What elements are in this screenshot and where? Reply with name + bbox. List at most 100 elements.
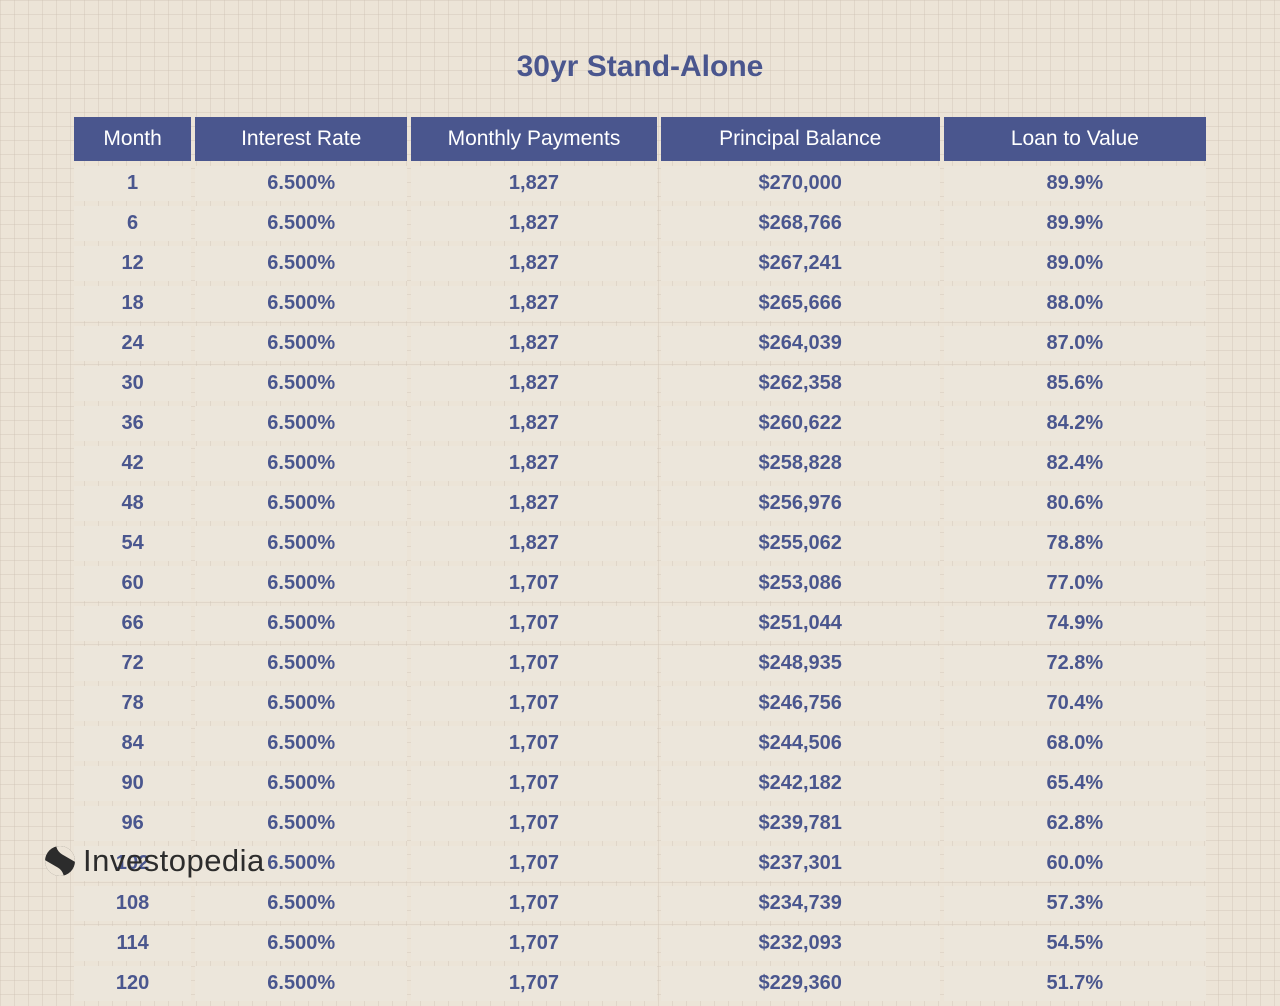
cell-ltv: 85.6% (944, 366, 1206, 401)
cell-rate: 6.500% (195, 406, 407, 441)
cell-rate: 6.500% (195, 366, 407, 401)
table-row: 1086.500%1,707$234,73957.3% (74, 886, 1206, 921)
cell-month: 84 (74, 726, 191, 761)
cell-month: 90 (74, 766, 191, 801)
cell-balance: $237,301 (661, 846, 940, 881)
table-row: 606.500%1,707$253,08677.0% (74, 566, 1206, 601)
cell-balance: $246,756 (661, 686, 940, 721)
cell-month: 30 (74, 366, 191, 401)
cell-month: 96 (74, 806, 191, 841)
brand-logo-icon (45, 846, 75, 876)
cell-rate: 6.500% (195, 726, 407, 761)
table-row: 126.500%1,827$267,24189.0% (74, 246, 1206, 281)
brand-logo-text: Investopedia (83, 843, 265, 879)
cell-ltv: 89.0% (944, 246, 1206, 281)
cell-rate: 6.500% (195, 646, 407, 681)
cell-ltv: 80.6% (944, 486, 1206, 521)
cell-month: 18 (74, 286, 191, 321)
cell-payment: 1,707 (411, 926, 657, 961)
cell-balance: $262,358 (661, 366, 940, 401)
cell-payment: 1,707 (411, 566, 657, 601)
brand-logo: Investopedia (45, 843, 265, 879)
cell-balance: $244,506 (661, 726, 940, 761)
cell-payment: 1,707 (411, 886, 657, 921)
table-row: 906.500%1,707$242,18265.4% (74, 766, 1206, 801)
cell-payment: 1,827 (411, 286, 657, 321)
cell-ltv: 60.0% (944, 846, 1206, 881)
cell-payment: 1,827 (411, 486, 657, 521)
cell-payment: 1,827 (411, 206, 657, 241)
cell-rate: 6.500% (195, 566, 407, 601)
cell-rate: 6.500% (195, 926, 407, 961)
cell-rate: 6.500% (195, 806, 407, 841)
cell-balance: $248,935 (661, 646, 940, 681)
cell-balance: $268,766 (661, 206, 940, 241)
cell-payment: 1,707 (411, 766, 657, 801)
col-header-balance: Principal Balance (661, 117, 940, 161)
cell-ltv: 72.8% (944, 646, 1206, 681)
cell-ltv: 51.7% (944, 966, 1206, 1001)
cell-month: 54 (74, 526, 191, 561)
table-row: 846.500%1,707$244,50668.0% (74, 726, 1206, 761)
cell-ltv: 65.4% (944, 766, 1206, 801)
cell-payment: 1,827 (411, 166, 657, 201)
cell-rate: 6.500% (195, 326, 407, 361)
table-row: 306.500%1,827$262,35885.6% (74, 366, 1206, 401)
cell-rate: 6.500% (195, 966, 407, 1001)
cell-rate: 6.500% (195, 886, 407, 921)
cell-ltv: 54.5% (944, 926, 1206, 961)
cell-balance: $242,182 (661, 766, 940, 801)
cell-month: 24 (74, 326, 191, 361)
table-row: 426.500%1,827$258,82882.4% (74, 446, 1206, 481)
cell-month: 66 (74, 606, 191, 641)
cell-rate: 6.500% (195, 686, 407, 721)
cell-balance: $264,039 (661, 326, 940, 361)
cell-rate: 6.500% (195, 246, 407, 281)
cell-payment: 1,707 (411, 806, 657, 841)
cell-ltv: 89.9% (944, 206, 1206, 241)
table-row: 66.500%1,827$268,76689.9% (74, 206, 1206, 241)
cell-ltv: 89.9% (944, 166, 1206, 201)
cell-payment: 1,827 (411, 406, 657, 441)
cell-month: 108 (74, 886, 191, 921)
col-header-payment: Monthly Payments (411, 117, 657, 161)
col-header-rate: Interest Rate (195, 117, 407, 161)
cell-payment: 1,707 (411, 606, 657, 641)
col-header-month: Month (74, 117, 191, 161)
cell-month: 6 (74, 206, 191, 241)
cell-balance: $232,093 (661, 926, 940, 961)
cell-month: 114 (74, 926, 191, 961)
cell-month: 78 (74, 686, 191, 721)
cell-balance: $239,781 (661, 806, 940, 841)
table-title: 30yr Stand-Alone (70, 50, 1210, 84)
cell-ltv: 84.2% (944, 406, 1206, 441)
table-row: 1206.500%1,707$229,36051.7% (74, 966, 1206, 1001)
cell-ltv: 74.9% (944, 606, 1206, 641)
cell-month: 60 (74, 566, 191, 601)
cell-ltv: 82.4% (944, 446, 1206, 481)
cell-rate: 6.500% (195, 606, 407, 641)
cell-ltv: 87.0% (944, 326, 1206, 361)
cell-payment: 1,827 (411, 246, 657, 281)
table-row: 186.500%1,827$265,66688.0% (74, 286, 1206, 321)
cell-month: 12 (74, 246, 191, 281)
table-row: 966.500%1,707$239,78162.8% (74, 806, 1206, 841)
cell-payment: 1,707 (411, 686, 657, 721)
cell-rate: 6.500% (195, 166, 407, 201)
cell-month: 42 (74, 446, 191, 481)
cell-ltv: 62.8% (944, 806, 1206, 841)
cell-ltv: 68.0% (944, 726, 1206, 761)
cell-payment: 1,827 (411, 326, 657, 361)
table-row: 726.500%1,707$248,93572.8% (74, 646, 1206, 681)
cell-balance: $260,622 (661, 406, 940, 441)
table-row: 366.500%1,827$260,62284.2% (74, 406, 1206, 441)
table-row: 666.500%1,707$251,04474.9% (74, 606, 1206, 641)
cell-payment: 1,707 (411, 646, 657, 681)
cell-rate: 6.500% (195, 526, 407, 561)
cell-balance: $255,062 (661, 526, 940, 561)
cell-ltv: 57.3% (944, 886, 1206, 921)
cell-payment: 1,707 (411, 846, 657, 881)
cell-month: 120 (74, 966, 191, 1001)
table-row: 246.500%1,827$264,03987.0% (74, 326, 1206, 361)
cell-ltv: 88.0% (944, 286, 1206, 321)
